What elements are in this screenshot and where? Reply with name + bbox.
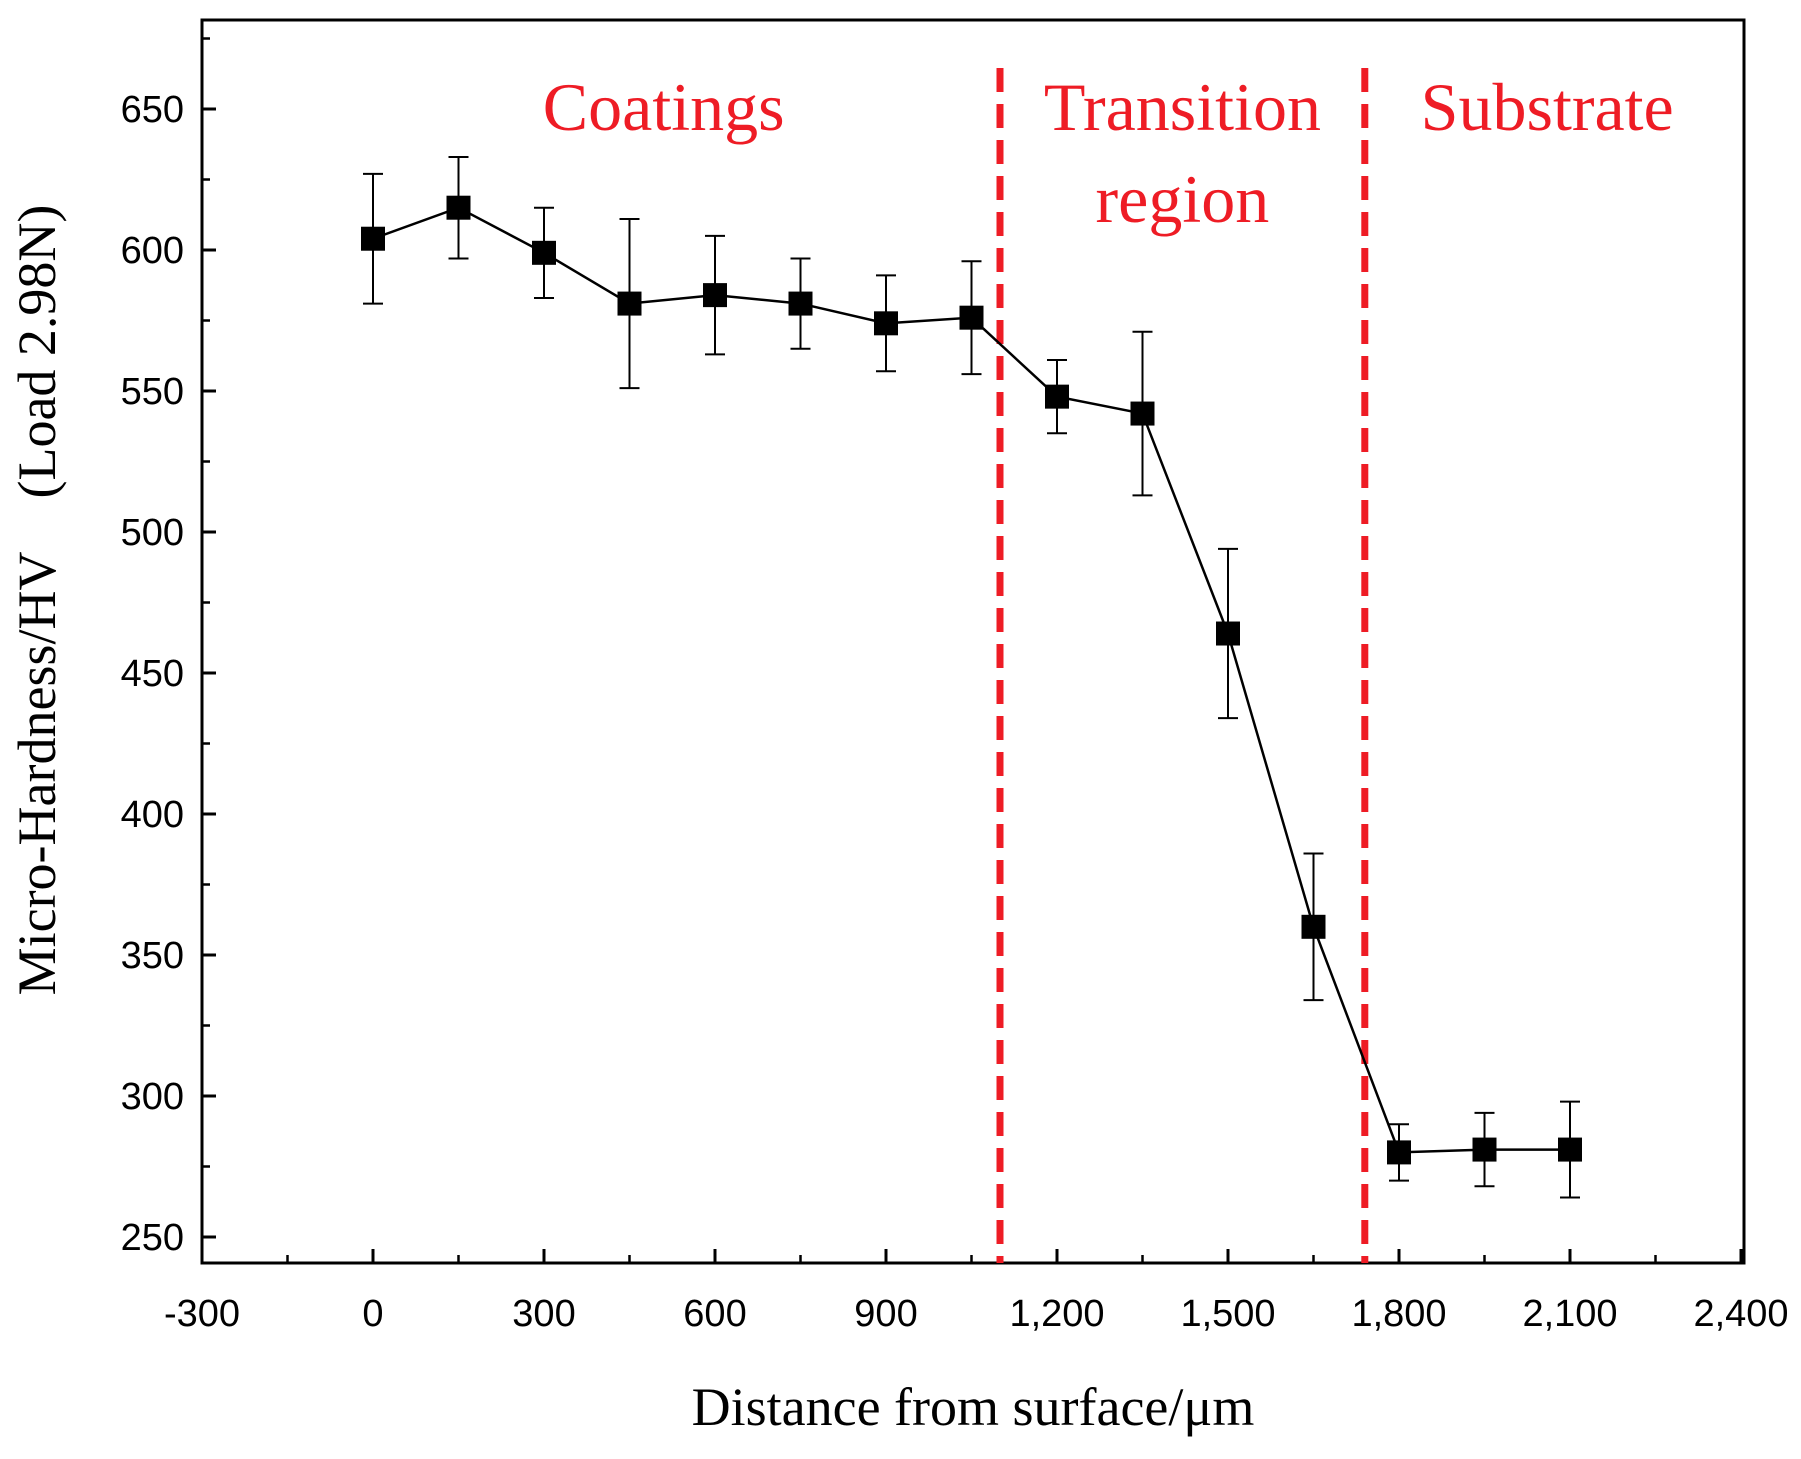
data-point: [1387, 1140, 1411, 1165]
region-dividers: [996, 68, 1369, 1263]
region-label: Coatings: [543, 69, 785, 145]
x-axis: -300 0 300 600 900 1,200 1,500 1,800 2,100 2,400: [164, 1249, 1789, 1335]
data-point: [446, 195, 471, 220]
data-point: [959, 305, 984, 330]
region-label: Transition: [1044, 69, 1321, 145]
data-point: [1558, 1137, 1582, 1162]
x-tick-label: 0: [362, 1293, 383, 1335]
region-label: region: [1096, 161, 1270, 237]
y-tick-label: 450: [121, 653, 184, 695]
data-point: [703, 283, 727, 308]
x-tick-label: 1,200: [1009, 1293, 1104, 1335]
y-tick-label: 600: [121, 230, 184, 272]
data-point: [1130, 401, 1155, 426]
data-point: [361, 226, 385, 251]
y-tick-label: 250: [121, 1217, 184, 1259]
region-labels: Coatings Transition region Substrate: [543, 69, 1674, 237]
x-tick-label: 2,100: [1522, 1293, 1617, 1335]
y-tick-label: 350: [121, 935, 184, 977]
data-point: [1216, 621, 1240, 646]
data-point: [532, 240, 556, 265]
y-tick-label: 300: [121, 1076, 184, 1118]
plot-frame: [200, 18, 1746, 1265]
x-tick-label: -300: [164, 1293, 240, 1335]
y-tick-label: 550: [121, 371, 184, 413]
data-point: [1472, 1137, 1497, 1162]
x-tick-label: 300: [512, 1293, 575, 1335]
x-tick-label: 2,400: [1693, 1293, 1788, 1335]
x-tick-label: 600: [683, 1293, 746, 1335]
x-axis-title: Distance from surface/μm: [692, 1377, 1255, 1437]
x-tick-label: 1,800: [1351, 1293, 1446, 1335]
y-axis-title: Micro-Hardness/HV (Load 2.98N): [7, 205, 67, 996]
data-series: [361, 155, 1582, 1199]
x-tick-label: 900: [854, 1293, 917, 1335]
region-label: Substrate: [1421, 69, 1674, 145]
data-point: [1045, 384, 1069, 409]
x-tick-label: 1,500: [1180, 1293, 1275, 1335]
y-tick-label: 500: [121, 512, 184, 554]
data-point: [1301, 914, 1326, 939]
data-point: [874, 311, 898, 336]
y-axis: 250 300 350 400 450 500 550 600 650: [121, 37, 216, 1259]
data-point: [788, 291, 813, 316]
data-point: [617, 291, 642, 316]
y-tick-label: 400: [121, 794, 184, 836]
y-tick-label: 650: [121, 89, 184, 131]
